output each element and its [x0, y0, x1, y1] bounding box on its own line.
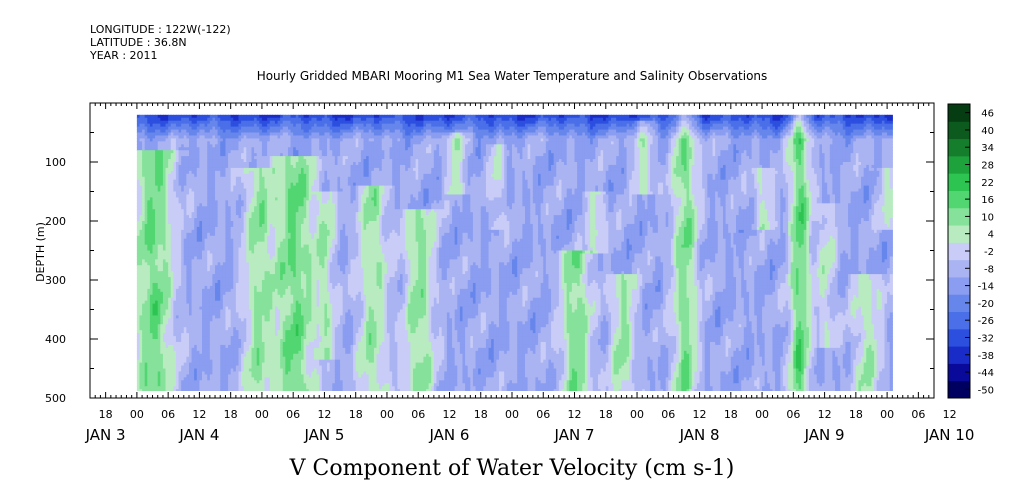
- day-label: JAN 5: [303, 426, 344, 444]
- colorbar-label: -50: [978, 385, 994, 396]
- x-tick-label: 06: [161, 408, 175, 421]
- day-label: JAN 4: [178, 426, 219, 444]
- colorbar: 46 40 34 28 22 16 10 4 -2 -8 -14 -20 -26 -32 -38 -44 -50: [947, 103, 994, 399]
- x-tick-label: 18: [724, 408, 738, 421]
- x-tick-label: 00: [505, 408, 519, 421]
- colorbar-swatch: [948, 380, 970, 399]
- x-tick-label: 00: [630, 408, 644, 421]
- x-tick-label: 06: [286, 408, 300, 421]
- x-axis: 18 00 06 12 18 00 06 12 18 00 06 12 18 00 06 12 18 00 06 12…: [85, 103, 975, 444]
- x-tick-label: 00: [255, 408, 269, 421]
- colorbar-swatch: [948, 363, 970, 382]
- colorbar-label: -26: [978, 316, 994, 327]
- colorbar-label: 10: [981, 212, 994, 223]
- colorbar-swatch: [948, 207, 970, 226]
- colorbar-swatch: [948, 311, 970, 330]
- x-tick-label: 00: [880, 408, 894, 421]
- colorbar-label: 28: [981, 161, 994, 172]
- colorbar-swatch: [948, 294, 970, 313]
- heatmap-field: [136, 114, 893, 391]
- latitude-label: LATITUDE : 36.8N: [90, 37, 187, 49]
- year-label: YEAR : 2011: [90, 50, 158, 62]
- longitude-label: LONGITUDE : 122W(-122): [90, 24, 231, 36]
- colorbar-swatch: [948, 190, 970, 209]
- day-label: JAN 3: [85, 426, 126, 444]
- colorbar-swatch: [948, 276, 970, 295]
- x-tick-label: 12: [818, 408, 832, 421]
- colorbar-label: -2: [984, 247, 994, 258]
- day-label: JAN 6: [428, 426, 469, 444]
- x-tick-label: 06: [786, 408, 800, 421]
- colorbar-label: 46: [981, 109, 994, 120]
- colorbar-swatch: [948, 104, 970, 122]
- colorbar-label: 40: [981, 126, 994, 137]
- day-label: JAN 7: [554, 426, 595, 444]
- y-tick-label: 500: [45, 392, 66, 405]
- x-tick-label: 00: [130, 408, 144, 421]
- colorbar-label: -38: [978, 351, 994, 362]
- colorbar-label: -32: [978, 333, 994, 344]
- colorbar-swatch: [948, 155, 970, 174]
- colorbar-label: 16: [981, 195, 994, 206]
- colorbar-swatch: [948, 346, 970, 364]
- day-label: JAN 9: [804, 426, 845, 444]
- x-tick-label: 12: [192, 408, 206, 421]
- x-tick-label: 12: [943, 408, 957, 421]
- x-tick-label: 06: [411, 408, 425, 421]
- day-label: JAN 10: [924, 426, 975, 444]
- x-tick-label: 00: [380, 408, 394, 421]
- colorbar-swatch: [948, 328, 970, 347]
- colorbar-swatch: [948, 225, 970, 243]
- colorbar-swatch: [948, 259, 970, 278]
- x-tick-label: 06: [911, 408, 925, 421]
- y-axis-label: DEPTH (m): [34, 222, 47, 282]
- chart-title: Hourly Gridded MBARI Mooring M1 Sea Wate…: [257, 69, 768, 83]
- y-tick-label: 300: [45, 274, 66, 287]
- y-tick-label: 200: [45, 215, 66, 228]
- x-tick-label: 06: [536, 408, 550, 421]
- colorbar-swatch: [948, 121, 970, 140]
- x-tick-label: 00: [755, 408, 769, 421]
- x-tick-label: 12: [693, 408, 707, 421]
- x-tick-label: 18: [349, 408, 363, 421]
- colorbar-swatch: [948, 242, 970, 261]
- x-tick-label: 18: [99, 408, 113, 421]
- x-tick-label: 12: [568, 408, 582, 421]
- day-label: JAN 8: [679, 426, 720, 444]
- colorbar-swatch: [948, 173, 970, 191]
- x-tick-label: 06: [661, 408, 675, 421]
- colorbar-label: 4: [988, 230, 994, 241]
- x-tick-label: 18: [224, 408, 238, 421]
- colorbar-label: -8: [984, 264, 994, 275]
- colorbar-label: -20: [978, 299, 994, 310]
- colorbar-label: 22: [981, 178, 994, 189]
- colorbar-swatch: [948, 138, 970, 157]
- colorbar-label: -44: [978, 368, 994, 379]
- y-axis: 100 200 300 400 500: [45, 102, 934, 405]
- colorbar-label: 34: [981, 143, 994, 154]
- x-tick-label: 12: [317, 408, 331, 421]
- colorbar-label: -14: [978, 282, 994, 293]
- y-tick-label: 100: [45, 156, 66, 169]
- x-axis-label: V Component of Water Velocity (cm s-1): [289, 456, 735, 481]
- x-tick-label: 18: [849, 408, 863, 421]
- x-tick-label: 18: [474, 408, 488, 421]
- x-tick-label: 12: [442, 408, 456, 421]
- x-tick-label: 18: [599, 408, 613, 421]
- y-tick-label: 400: [45, 333, 66, 346]
